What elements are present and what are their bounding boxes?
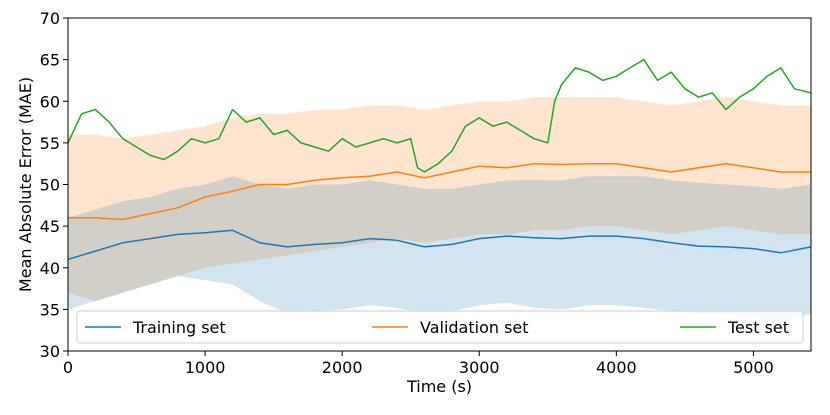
legend-box bbox=[76, 310, 804, 344]
x-tick-label: 5000 bbox=[733, 358, 774, 377]
y-tick-label: 70 bbox=[40, 9, 60, 28]
y-tick-label: 65 bbox=[40, 51, 60, 70]
legend-label-test: Test set bbox=[727, 318, 789, 337]
y-tick-label: 35 bbox=[40, 300, 60, 319]
legend-entry-validation: Validation set bbox=[372, 318, 529, 337]
x-tick-label: 3000 bbox=[459, 358, 500, 377]
y-tick-label: 40 bbox=[40, 259, 60, 278]
y-tick-label: 45 bbox=[40, 217, 60, 236]
legend-entry-test: Test set bbox=[680, 318, 789, 337]
legend: Training set Validation set Test set bbox=[76, 310, 804, 344]
x-tick-label: 1000 bbox=[185, 358, 226, 377]
y-tick-label: 50 bbox=[40, 176, 60, 195]
series-lines bbox=[67, 58, 812, 261]
line-training-set bbox=[67, 229, 812, 261]
y-axis-title: Mean Absolute Error (MAE) bbox=[16, 77, 35, 292]
line-validation-set bbox=[68, 162, 811, 221]
y-tick-label: 60 bbox=[40, 92, 60, 111]
x-axis: 0 1000 2000 3000 4000 5000 bbox=[63, 351, 774, 377]
x-tick-label: 4000 bbox=[596, 358, 637, 377]
legend-entry-training: Training set bbox=[85, 318, 226, 337]
legend-label-validation: Validation set bbox=[420, 318, 529, 337]
x-axis-title: Time (s) bbox=[406, 377, 472, 396]
y-tick-label: 30 bbox=[40, 342, 60, 361]
confidence-bands bbox=[68, 97, 811, 322]
legend-label-training: Training set bbox=[132, 318, 226, 337]
y-axis: 30 35 40 45 50 55 60 65 70 bbox=[40, 9, 68, 361]
band-training-set bbox=[68, 176, 811, 322]
band-validation-set bbox=[68, 97, 811, 302]
y-tick-label: 55 bbox=[40, 134, 60, 153]
x-tick-label: 2000 bbox=[322, 358, 363, 377]
line-test-set bbox=[67, 58, 812, 173]
x-tick-label: 0 bbox=[63, 358, 73, 377]
